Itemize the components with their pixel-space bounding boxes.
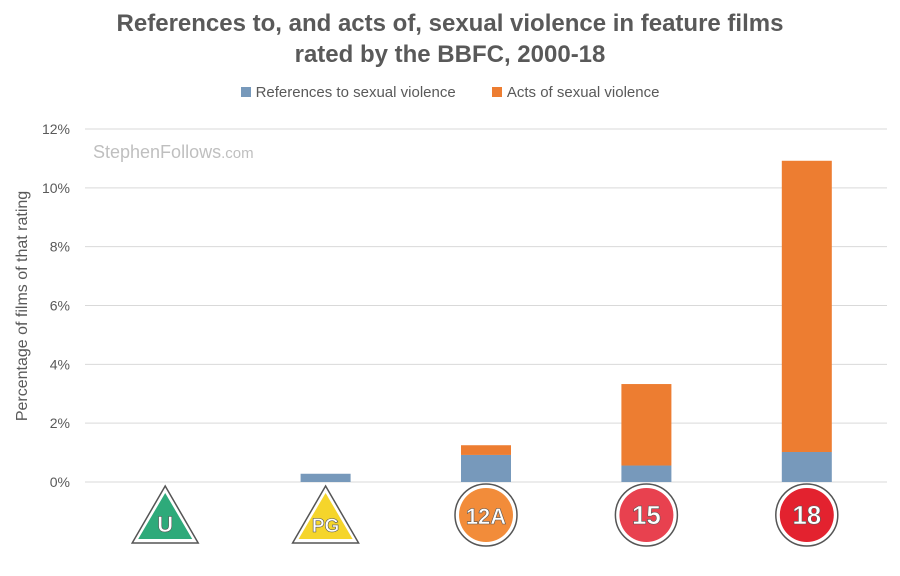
bar-references-pg <box>300 473 351 482</box>
bar-acts-18 <box>781 160 832 452</box>
y-tick-label: 6% <box>50 298 70 314</box>
x-tick-label: 12A <box>466 504 506 529</box>
badge-18 <box>779 488 834 542</box>
x-tick-label: 18 <box>792 500 821 530</box>
bar-references-18 <box>781 451 832 482</box>
x-tick-label: U <box>157 512 173 537</box>
badge-u <box>138 493 193 539</box>
x-tick-label: PG <box>312 516 339 537</box>
legend-swatch-acts <box>491 87 502 97</box>
watermark-domain: .com <box>221 145 254 162</box>
badge-15 <box>619 488 674 542</box>
legend-swatch-references <box>240 87 251 97</box>
legend-label-acts: Acts of sexual violence <box>506 84 660 101</box>
legend: References to sexual violence Acts of se… <box>0 84 900 101</box>
legend-label-references: References to sexual violence <box>255 84 456 101</box>
y-tick-label: 0% <box>50 474 70 490</box>
bar-references-12a <box>461 454 511 482</box>
chart-title: References to, and acts of, sexual viole… <box>0 8 900 70</box>
y-tick-label: 12% <box>42 121 70 137</box>
legend-item-references: References to sexual violence <box>240 84 456 101</box>
badge-pg <box>298 493 353 539</box>
bar-acts-15 <box>621 384 672 466</box>
bar-acts-12a <box>461 445 511 455</box>
y-tick-label: 8% <box>50 239 70 255</box>
legend-item-acts: Acts of sexual violence <box>491 84 660 101</box>
chart-title-line-2: rated by the BBFC, 2000-18 <box>294 41 606 68</box>
watermark-name: StephenFollows <box>93 142 222 162</box>
badge-12a <box>459 488 513 542</box>
y-tick-label: 10% <box>42 180 70 196</box>
chart-title-line-1: References to, and acts of, sexual viole… <box>116 10 784 37</box>
bar-references-15 <box>621 465 672 482</box>
y-tick-label: 2% <box>50 415 70 431</box>
watermark: StephenFollows.com <box>93 142 254 163</box>
x-tick-label: 15 <box>632 500 661 530</box>
y-tick-label: 4% <box>50 356 70 372</box>
